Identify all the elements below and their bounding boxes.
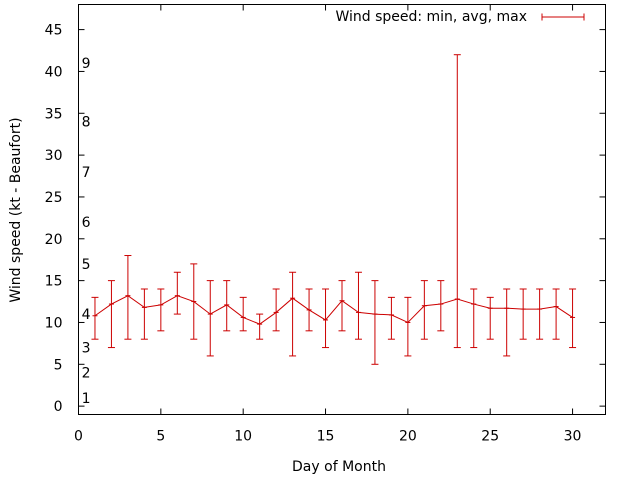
beaufort-label: 2 <box>82 366 91 382</box>
avg-line <box>94 295 573 325</box>
y-tick-label: 10 <box>45 315 63 331</box>
beaufort-label: 3 <box>82 341 91 357</box>
x-tick-label: 15 <box>317 429 335 445</box>
legend: Wind speed: min, avg, max <box>335 9 585 25</box>
beaufort-label: 7 <box>82 165 91 181</box>
beaufort-label: 5 <box>82 257 91 273</box>
beaufort-label: 4 <box>82 307 91 323</box>
y-tick-label: 35 <box>45 106 63 122</box>
y-tick-label: 30 <box>45 148 63 164</box>
x-tick-label: 10 <box>234 429 252 445</box>
y-tick-label: 0 <box>54 399 63 415</box>
x-tick-label: 20 <box>399 429 417 445</box>
x-tick-label: 5 <box>156 429 165 445</box>
y-tick-label: 5 <box>54 357 63 373</box>
beaufort-annotations: 1 2 3 4 5 6 7 8 9 <box>82 56 91 407</box>
series-layer <box>91 54 577 365</box>
x-tick-label: 25 <box>481 429 499 445</box>
legend-label: Wind speed: min, avg, max <box>335 9 527 25</box>
beaufort-label: 9 <box>82 56 91 72</box>
y-axis-label: Wind speed (kt - Beaufort) <box>8 117 24 302</box>
y-tick-label: 45 <box>45 23 63 39</box>
beaufort-label: 1 <box>82 391 91 407</box>
x-axis-ticks: 0 5 10 15 20 25 30 <box>74 4 582 445</box>
plot-frame <box>78 4 606 415</box>
y-tick-label: 15 <box>45 274 63 290</box>
y-tick-label: 40 <box>45 64 63 80</box>
x-tick-label: 0 <box>74 429 83 445</box>
x-axis-label: Day of Month <box>292 459 386 475</box>
beaufort-label: 8 <box>82 115 91 131</box>
y-tick-label: 25 <box>45 190 63 206</box>
x-tick-label: 30 <box>564 429 582 445</box>
beaufort-label: 6 <box>82 215 91 231</box>
y-tick-label: 20 <box>45 232 63 248</box>
